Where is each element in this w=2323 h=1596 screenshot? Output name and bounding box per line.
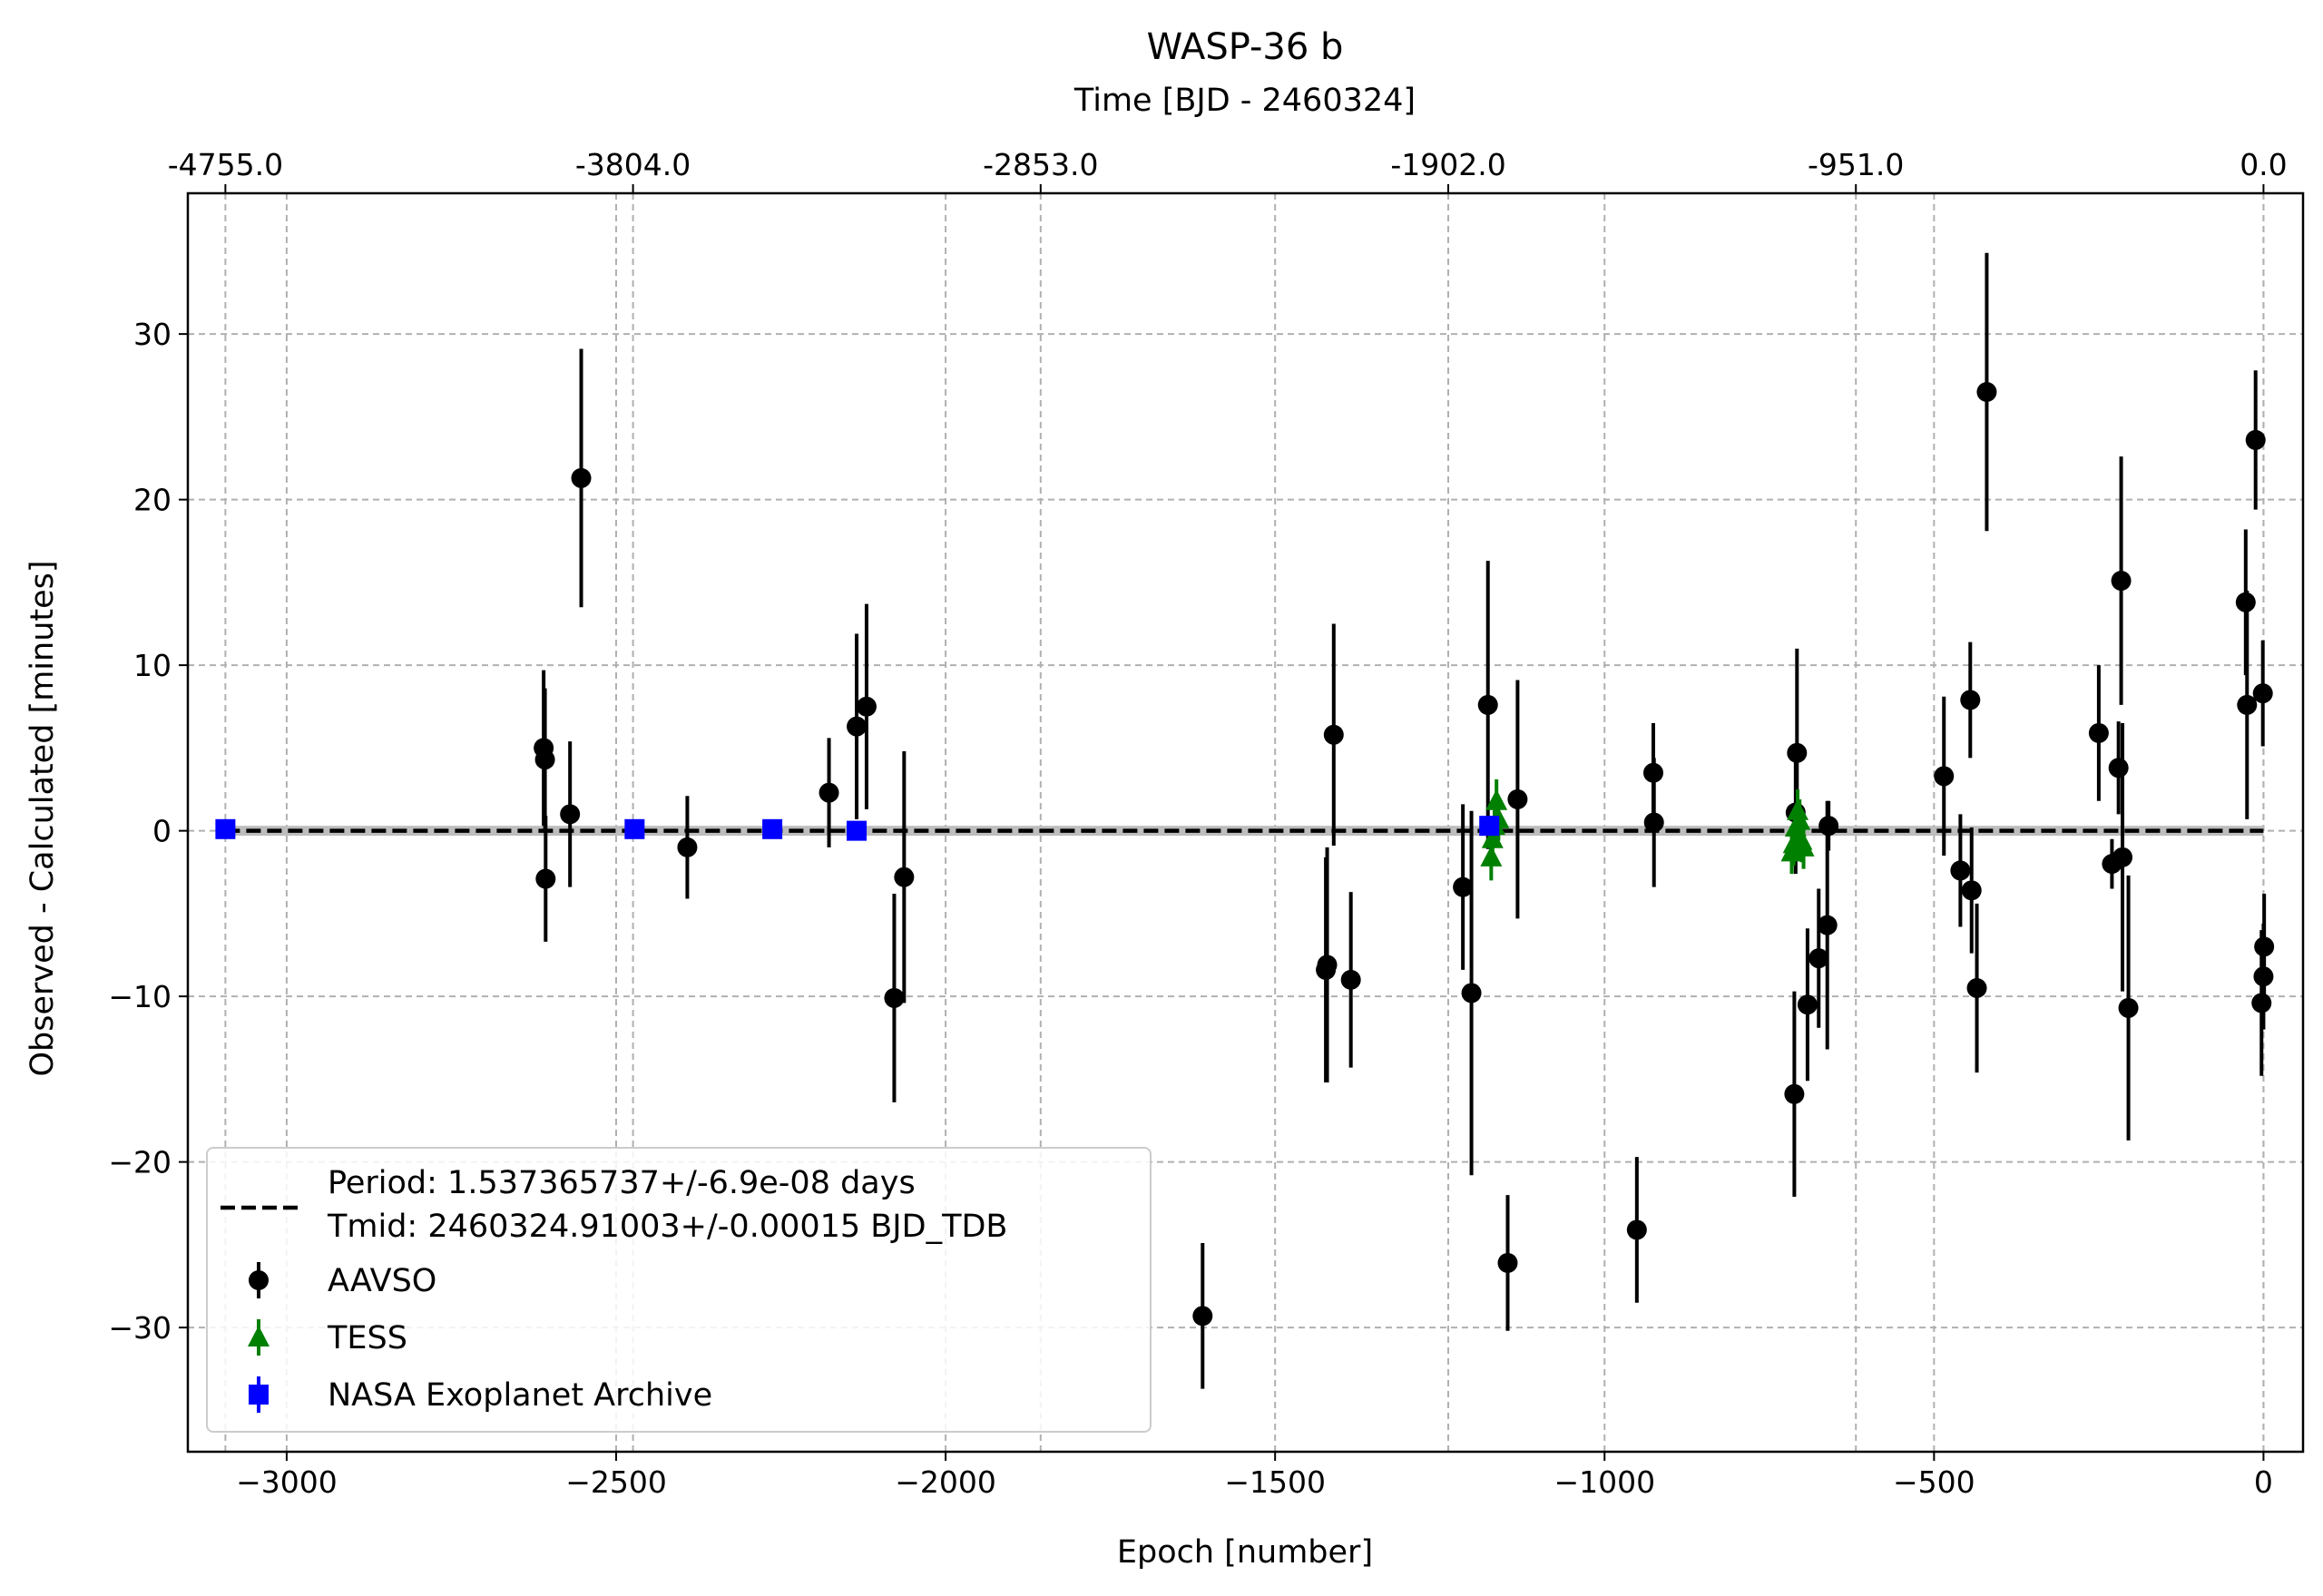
y-tick-label: 0 — [152, 814, 172, 849]
aavso-point — [2251, 993, 2272, 1013]
tess-point — [1792, 835, 1815, 857]
top-x-tick-label: -4755.0 — [168, 147, 283, 182]
aavso-series — [534, 252, 2275, 1389]
nasa-exoplanet-archive-point — [1479, 816, 1500, 837]
legend-nasa-exoplanet-archive-marker — [249, 1385, 269, 1405]
legend: Period: 1.537365737+/-6.9e-08 days Tmid: … — [206, 1147, 1152, 1433]
tess-point — [1789, 808, 1811, 830]
x-tick-label: −1500 — [1224, 1464, 1326, 1500]
top-x-tick-label: -2853.0 — [983, 147, 1098, 182]
aavso-point — [1192, 1306, 1213, 1327]
x-tick-label: −1000 — [1554, 1464, 1655, 1500]
legend-box — [206, 1147, 1152, 1433]
aavso-point — [2245, 429, 2266, 450]
top-x-tick-label: -951.0 — [1808, 147, 1904, 182]
y-tick-label: 20 — [133, 483, 172, 518]
aavso-point — [1784, 1083, 1805, 1104]
nasa-exoplanet-archive-point — [215, 818, 236, 839]
legend-fit-period-label: Period: 1.537365737+/-6.9e-08 days — [328, 1165, 916, 1201]
aavso-point — [1817, 915, 1838, 935]
legend-fit-tmid-label: Tmid: 2460324.91003+/-0.00015 BJD_TDB — [327, 1209, 1007, 1245]
y-tick-label: −30 — [108, 1310, 172, 1346]
aavso-point — [2252, 683, 2273, 704]
aavso-point — [1797, 994, 1818, 1015]
top-x-tick-label: -1902.0 — [1390, 147, 1505, 182]
aavso-point — [677, 837, 698, 857]
nasa-exoplanet-archive-point — [762, 818, 783, 839]
aavso-point — [1317, 955, 1338, 975]
legend-tess-label: TESS — [327, 1320, 407, 1356]
y-tick-label: −20 — [108, 1145, 172, 1180]
y-tick-label: 10 — [133, 648, 172, 683]
aavso-point — [1507, 788, 1528, 809]
aavso-point — [1976, 382, 1997, 402]
aavso-point — [884, 987, 905, 1008]
top-x-tick-label: 0.0 — [2240, 147, 2287, 182]
tess-point — [1485, 788, 1508, 810]
x-axis-label: Epoch [number] — [1117, 1534, 1373, 1571]
legend-nasa-exoplanet-archive-label: NASA Exoplanet Archive — [328, 1377, 712, 1414]
x-tick-label: −500 — [1893, 1464, 1975, 1500]
aavso-point — [1787, 742, 1808, 763]
aavso-point — [2088, 722, 2109, 743]
aavso-point — [1497, 1252, 1518, 1273]
nasa-exoplanet-archive-point — [847, 820, 867, 841]
aavso-point — [894, 867, 915, 887]
nasa-exoplanet-archive-series — [215, 816, 1500, 841]
legend-tess-marker — [248, 1326, 270, 1346]
aavso-point — [1950, 860, 1971, 881]
aavso-point — [1960, 690, 1981, 710]
top-x-tick-label: -3804.0 — [575, 147, 691, 182]
chart-title: WASP-36 b — [1147, 26, 1344, 68]
aavso-point — [1626, 1219, 1647, 1240]
axes: −3000 −2500 −2000 −1500 −1000 −500 0 −30 −20 −10 0… — [108, 147, 2305, 1500]
aavso-point — [560, 804, 581, 825]
aavso-point — [1477, 694, 1498, 715]
x-tick-label: −2000 — [895, 1464, 996, 1500]
plot-frame — [186, 191, 2305, 1454]
nasa-exoplanet-archive-point — [624, 818, 645, 839]
aavso-point — [847, 716, 867, 737]
x-tick-label: 0 — [2254, 1464, 2273, 1500]
legend-aavso-marker — [249, 1270, 269, 1290]
aavso-point — [818, 782, 839, 803]
tess-point — [1787, 798, 1809, 820]
y-axis-label: Observed - Calculated [minutes] — [25, 560, 61, 1076]
aavso-point — [1323, 724, 1344, 745]
aavso-point — [1340, 969, 1361, 990]
aavso-point — [1808, 948, 1829, 969]
aavso-point — [1453, 876, 1474, 897]
aavso-point — [2112, 847, 2133, 867]
aavso-point — [1934, 766, 1955, 787]
top-x-axis-label: Time [BJD - 2460324] — [1073, 83, 1416, 119]
x-tick-label: −2500 — [565, 1464, 667, 1500]
aavso-point — [2118, 997, 2139, 1018]
aavso-point — [2108, 758, 2129, 778]
aavso-point — [1461, 983, 1482, 1004]
tess-point — [1481, 827, 1504, 848]
data-points — [215, 252, 2275, 1389]
aavso-point — [1961, 880, 1982, 901]
x-tick-label: −3000 — [236, 1464, 338, 1500]
fit-line — [225, 826, 2264, 837]
aavso-point — [856, 696, 877, 717]
aavso-point — [571, 467, 592, 488]
aavso-point — [534, 749, 555, 770]
fit-uncertainty-band — [225, 826, 2264, 837]
aavso-point — [2254, 936, 2275, 957]
legend-aavso-label: AAVSO — [328, 1263, 436, 1299]
aavso-point — [2237, 694, 2258, 715]
y-tick-label: −10 — [108, 979, 172, 1014]
aavso-point — [1966, 978, 1987, 998]
aavso-point — [1643, 812, 1664, 833]
aavso-point — [2111, 571, 2132, 592]
aavso-point — [535, 868, 556, 889]
y-tick-label: 30 — [133, 317, 172, 352]
